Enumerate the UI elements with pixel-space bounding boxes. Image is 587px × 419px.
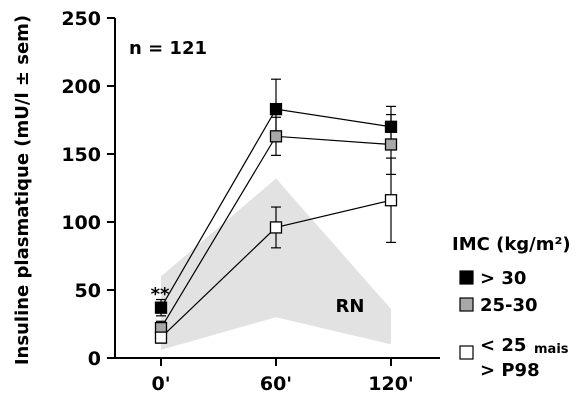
legend-label-lt25-suffix: mais [534, 342, 569, 357]
x-tick-label-0: 0' [151, 373, 170, 395]
reference-band [161, 178, 391, 350]
band-label-rn: RN [336, 296, 365, 317]
axis-ticks: 0 50 100 150 200 250 0' 60' 120' [61, 8, 413, 395]
data-point-0-2 [384, 120, 398, 133]
legend-label-lt25: < 25 [480, 335, 526, 356]
legend-title: IMC (kg/m²) [452, 234, 571, 255]
n-annotation: n = 121 [129, 38, 207, 59]
y-tick-label-100: 100 [61, 212, 101, 234]
data-point-0-1 [269, 102, 283, 116]
legend-swatch-25-30 [459, 297, 474, 312]
y-tick-label-250: 250 [61, 8, 101, 30]
legend-swatch-gt30 [459, 270, 474, 285]
reference-band-layer [161, 178, 391, 350]
series-markers [154, 102, 398, 344]
x-tick-label-1: 60' [260, 373, 292, 395]
legend-label-lt25-line2: > P98 [480, 360, 540, 381]
y-tick-label-200: 200 [61, 76, 101, 98]
data-point-0-0 [154, 301, 168, 314]
x-tick-label-2: 120' [368, 373, 413, 395]
data-point-2-2 [384, 194, 398, 207]
significance-annotation: ** [151, 284, 170, 305]
legend-swatch-lt25 [459, 345, 474, 360]
data-point-2-1 [269, 221, 283, 234]
data-point-1-2 [384, 138, 398, 151]
legend-label-gt30: > 30 [480, 268, 526, 289]
data-point-2-0 [154, 331, 168, 344]
y-tick-label-50: 50 [75, 280, 101, 302]
data-point-1-1 [269, 130, 283, 143]
y-tick-label-0: 0 [88, 348, 101, 370]
legend-label-25-30: 25-30 [480, 295, 538, 316]
y-tick-label-150: 150 [61, 144, 101, 166]
y-axis-label: Insuline plasmatique (mU/l ± sem) [12, 15, 33, 365]
